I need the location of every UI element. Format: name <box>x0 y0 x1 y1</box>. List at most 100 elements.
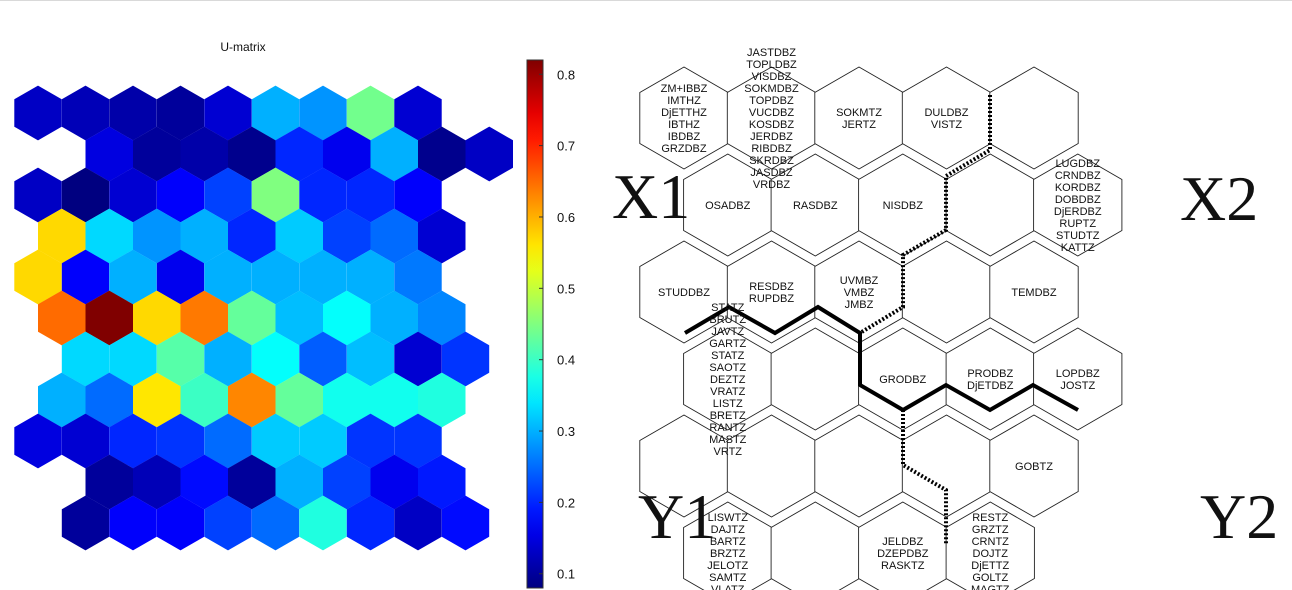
u-matrix-cell <box>156 249 205 305</box>
cluster-map-cell <box>770 327 860 431</box>
cluster-border-dotted <box>858 95 992 335</box>
cluster-cell-label: MAGTZ <box>971 584 1010 590</box>
u-matrix-cell <box>370 290 418 346</box>
u-matrix-cell <box>204 85 252 141</box>
u-matrix-cell <box>346 85 395 141</box>
corner-label-y2: Y2 <box>1200 481 1278 552</box>
u-matrix-cell <box>85 372 133 428</box>
cluster-cell-label: RIBDBZ <box>751 143 792 155</box>
u-matrix-cell <box>156 331 205 387</box>
cluster-cell-label: VRTZ <box>713 446 742 458</box>
u-matrix-cell <box>441 495 490 551</box>
cluster-cell-label: TOPDBZ <box>749 95 794 107</box>
u-matrix-cell <box>109 85 157 141</box>
cluster-cell-label: DjETDBZ <box>967 380 1014 392</box>
u-matrix-cell <box>323 126 371 182</box>
cluster-map-cell <box>989 240 1079 344</box>
u-matrix-cell <box>133 208 181 264</box>
cluster-cell-label: JAVTZ <box>711 326 744 338</box>
u-matrix-cell <box>109 413 157 469</box>
colorbar-tick-label: 0.3 <box>557 424 575 439</box>
u-matrix-cell <box>346 495 395 551</box>
u-matrix-cell <box>61 495 110 551</box>
u-matrix-cell <box>180 290 228 346</box>
u-matrix-cell <box>346 167 395 223</box>
u-matrix-cell <box>180 208 228 264</box>
cluster-cell-label: SOKMDBZ <box>744 83 799 95</box>
u-matrix-cell <box>204 331 252 387</box>
colorbar: 0.1 0.2 0.3 0.4 0.5 0.6 0.7 0.8 <box>526 59 575 589</box>
u-matrix-cell <box>109 249 157 305</box>
u-matrix-cell <box>275 208 323 264</box>
cluster-cell-label: JERTZ <box>842 119 876 131</box>
cluster-cell-label: KORDBZ <box>1055 182 1101 194</box>
cluster-cell-label: STUDTZ <box>1056 230 1100 242</box>
u-matrix-cell <box>228 372 276 428</box>
u-matrix-chart: U-matrix <box>14 40 513 551</box>
u-matrix-cell <box>14 413 62 469</box>
cluster-cell-label: SAMTZ <box>709 572 747 584</box>
u-matrix-cell <box>14 85 62 141</box>
cluster-cell-label: RESDBZ <box>749 281 794 293</box>
cluster-cell-label: OSADBZ <box>705 200 751 212</box>
cluster-cell-label: LUGDBZ <box>1055 158 1100 170</box>
cluster-cell-label: JMBZ <box>845 299 874 311</box>
u-matrix-cell <box>394 167 442 223</box>
u-matrix-cell <box>394 331 442 387</box>
u-matrix-cell <box>346 331 395 387</box>
u-matrix-cell <box>156 495 205 551</box>
u-matrix-cell <box>299 85 347 141</box>
cluster-cell-label: SAOTZ <box>709 362 746 374</box>
cluster-cell-label: RASDBZ <box>793 200 838 212</box>
u-matrix-cell <box>251 331 300 387</box>
cluster-cell-label: GOBTZ <box>1015 461 1053 473</box>
u-matrix-cell <box>85 126 133 182</box>
cluster-cell-label: VUCDBZ <box>749 107 795 119</box>
cluster-cell-label: VMBZ <box>844 287 875 299</box>
u-matrix-cell <box>156 85 205 141</box>
cluster-cell-label: BARTZ <box>710 536 746 548</box>
cluster-cell-label: UVMBZ <box>840 275 879 287</box>
cluster-cell-label: STATZ <box>711 302 744 314</box>
cluster-cell-label: DZEPDBZ <box>877 548 929 560</box>
u-matrix-cell <box>85 290 133 346</box>
cluster-cell-label: BRUTZ <box>709 314 746 326</box>
u-matrix-cell <box>323 290 371 346</box>
u-matrix-cell <box>85 208 133 264</box>
cluster-map-cell <box>945 153 1035 257</box>
cluster-cell-label: PRODBZ <box>967 368 1013 380</box>
u-matrix-cell <box>394 249 442 305</box>
cluster-cell-label: GRZTZ <box>972 524 1009 536</box>
cluster-cell-label: STUDDBZ <box>658 287 710 299</box>
u-matrix-cell <box>228 290 276 346</box>
u-matrix-cell <box>204 167 252 223</box>
cluster-cell-label: LOPDBZ <box>1056 368 1100 380</box>
u-matrix-cell <box>228 208 276 264</box>
cluster-cell-label: SOKMTZ <box>836 107 882 119</box>
u-matrix-cell <box>38 208 86 264</box>
cluster-cell-label: RUPTZ <box>1059 218 1096 230</box>
colorbar-tick-label: 0.2 <box>557 495 575 510</box>
u-matrix-cell <box>394 85 442 141</box>
u-matrix-cell <box>441 331 490 387</box>
u-matrix-cell <box>61 249 110 305</box>
u-matrix-cell <box>275 290 323 346</box>
u-matrix-cell <box>418 454 466 510</box>
cluster-map-cell <box>1033 153 1123 257</box>
u-matrix-cell <box>251 495 300 551</box>
cluster-cell-label: VLATZ <box>711 584 745 590</box>
cluster-cell-label: CRNDBZ <box>1055 170 1101 182</box>
corner-label-x2: X2 <box>1180 163 1258 234</box>
u-matrix-cell <box>251 413 300 469</box>
cluster-cell-label: KATTZ <box>1061 242 1095 254</box>
cluster-cell-label: ZM+IBBZ <box>661 83 708 95</box>
colorbar-tick-label: 0.1 <box>557 567 575 582</box>
u-matrix-cell <box>251 85 300 141</box>
u-matrix-cell <box>418 208 466 264</box>
cluster-cell-label: DjETTHZ <box>661 107 707 119</box>
cluster-cell-label: IBTHZ <box>668 119 700 131</box>
cluster-cell-label: GRODBZ <box>879 374 926 386</box>
u-matrix-cell <box>370 372 418 428</box>
u-matrix-cell <box>228 454 276 510</box>
u-matrix-cell <box>370 454 418 510</box>
